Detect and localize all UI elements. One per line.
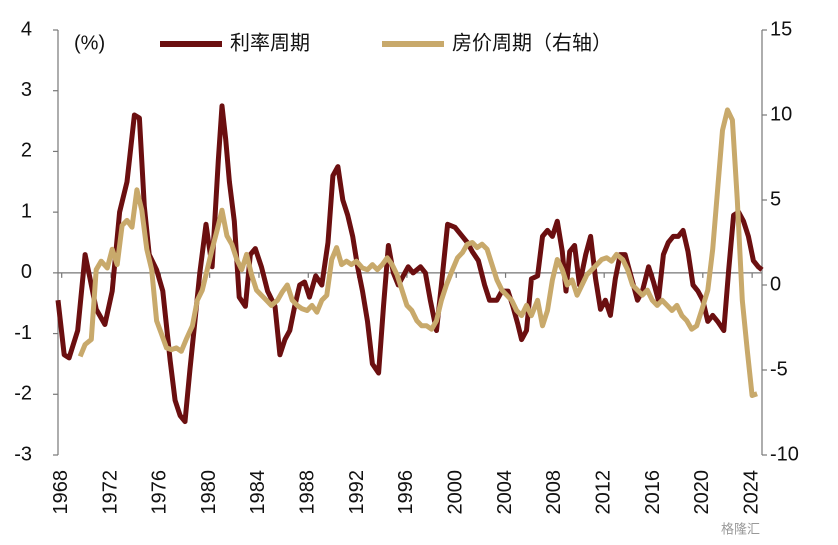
y-unit: (%) [74, 32, 105, 54]
x-tick-label: 1992 [346, 470, 368, 515]
x-tick-label: 2024 [740, 470, 762, 515]
x-tick-label: 1996 [395, 470, 417, 515]
x-tick-label: 2016 [642, 470, 664, 515]
x-tick-label: 2020 [691, 470, 713, 515]
x-tick-label: 1968 [50, 470, 72, 515]
y2-tick-label: -5 [770, 358, 788, 380]
x-tick-label: 1972 [99, 470, 121, 515]
y2-tick-label: -10 [770, 443, 799, 465]
y-tick-label: -2 [14, 383, 32, 405]
x-tick-label: 2008 [543, 470, 565, 515]
y2-tick-label: 0 [770, 273, 781, 295]
y2-tick-label: 15 [770, 18, 792, 40]
x-tick-label: 1976 [149, 470, 171, 515]
y-tick-label: 2 [21, 140, 32, 162]
series-line [55, 103, 764, 425]
x-tick-label: 2000 [445, 470, 467, 515]
y2-tick-label: 10 [770, 103, 792, 125]
y-tick-label: -1 [14, 322, 32, 344]
y-tick-label: -3 [14, 443, 32, 465]
y-tick-label: 4 [21, 18, 32, 40]
series-line [77, 107, 758, 398]
x-tick-label: 1980 [198, 470, 220, 515]
x-tick-label: 1984 [247, 470, 269, 515]
x-tick-label: 2012 [592, 470, 614, 515]
legend-label: 房价周期（右轴） [452, 31, 612, 54]
x-tick-label: 2004 [494, 470, 516, 515]
watermark: 格隆汇 [721, 521, 760, 536]
y-tick-label: 0 [21, 261, 32, 283]
y-tick-label: 3 [21, 79, 32, 101]
y-tick-label: 1 [21, 200, 32, 222]
x-tick-label: 1988 [297, 470, 319, 515]
y2-tick-label: 5 [770, 188, 781, 210]
legend-label: 利率周期 [230, 31, 310, 54]
